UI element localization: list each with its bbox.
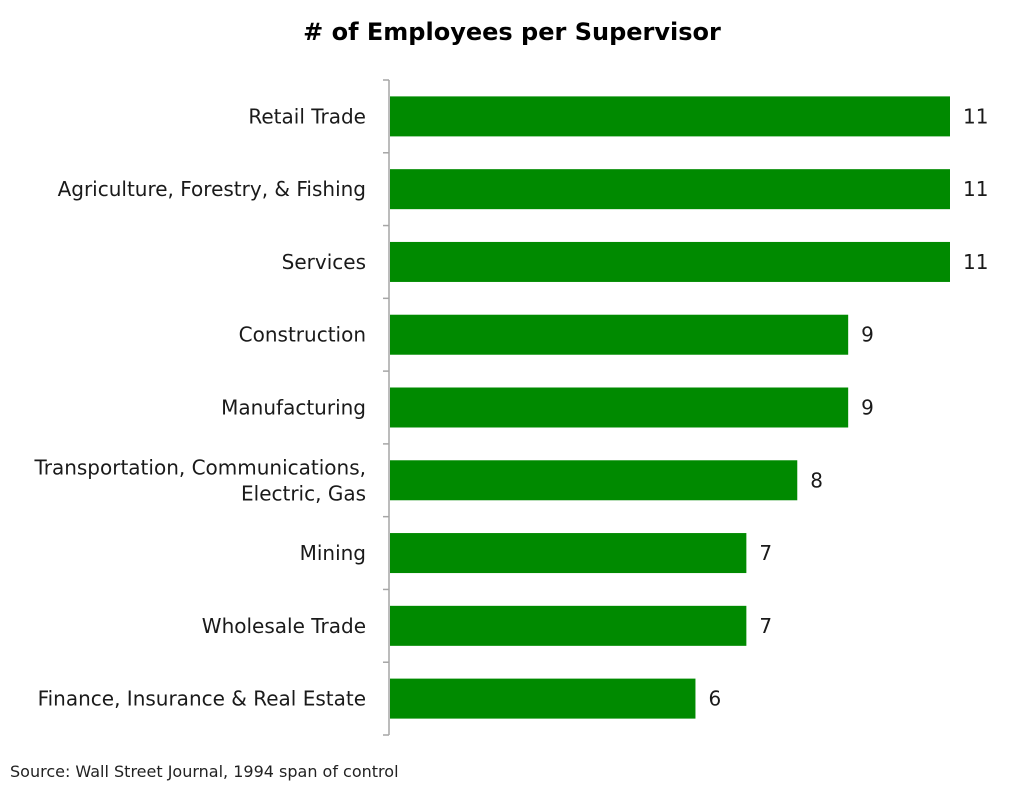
data-label: 7: [759, 614, 772, 638]
chart-title: # of Employees per Supervisor: [303, 18, 721, 46]
bar: [390, 169, 950, 210]
category-label: Mining: [300, 541, 366, 565]
category-label: Wholesale Trade: [202, 614, 366, 638]
source-note: Source: Wall Street Journal, 1994 span o…: [10, 762, 399, 781]
bar: [390, 314, 849, 355]
bar: [390, 460, 798, 501]
data-label: 6: [708, 687, 721, 711]
category-label: Construction: [239, 323, 366, 347]
bars-layer: [390, 96, 950, 719]
bar: [390, 96, 950, 137]
data-label: 7: [759, 541, 772, 565]
bar: [390, 387, 849, 428]
bar: [390, 241, 950, 282]
data-label: 8: [810, 468, 823, 492]
data-label: 11: [963, 104, 988, 128]
category-label: Finance, Insurance & Real Estate: [38, 687, 366, 711]
category-label: Transportation, Communications,: [33, 455, 366, 479]
category-label: Agriculture, Forestry, & Fishing: [58, 177, 366, 201]
category-label: Retail Trade: [248, 104, 366, 128]
category-label: Services: [282, 250, 366, 274]
category-label: Electric, Gas: [241, 481, 366, 505]
bar: [390, 678, 696, 719]
data-label: 9: [861, 396, 874, 420]
data-label: 11: [963, 177, 988, 201]
category-axis: [383, 79, 390, 736]
bar: [390, 533, 747, 574]
labels-layer: 11 Retail Trade 11 Agriculture, Forestry, &…: [33, 104, 988, 710]
category-label: Manufacturing: [221, 396, 366, 420]
bar: [390, 605, 747, 646]
data-label: 11: [963, 250, 988, 274]
data-label: 9: [861, 323, 874, 347]
